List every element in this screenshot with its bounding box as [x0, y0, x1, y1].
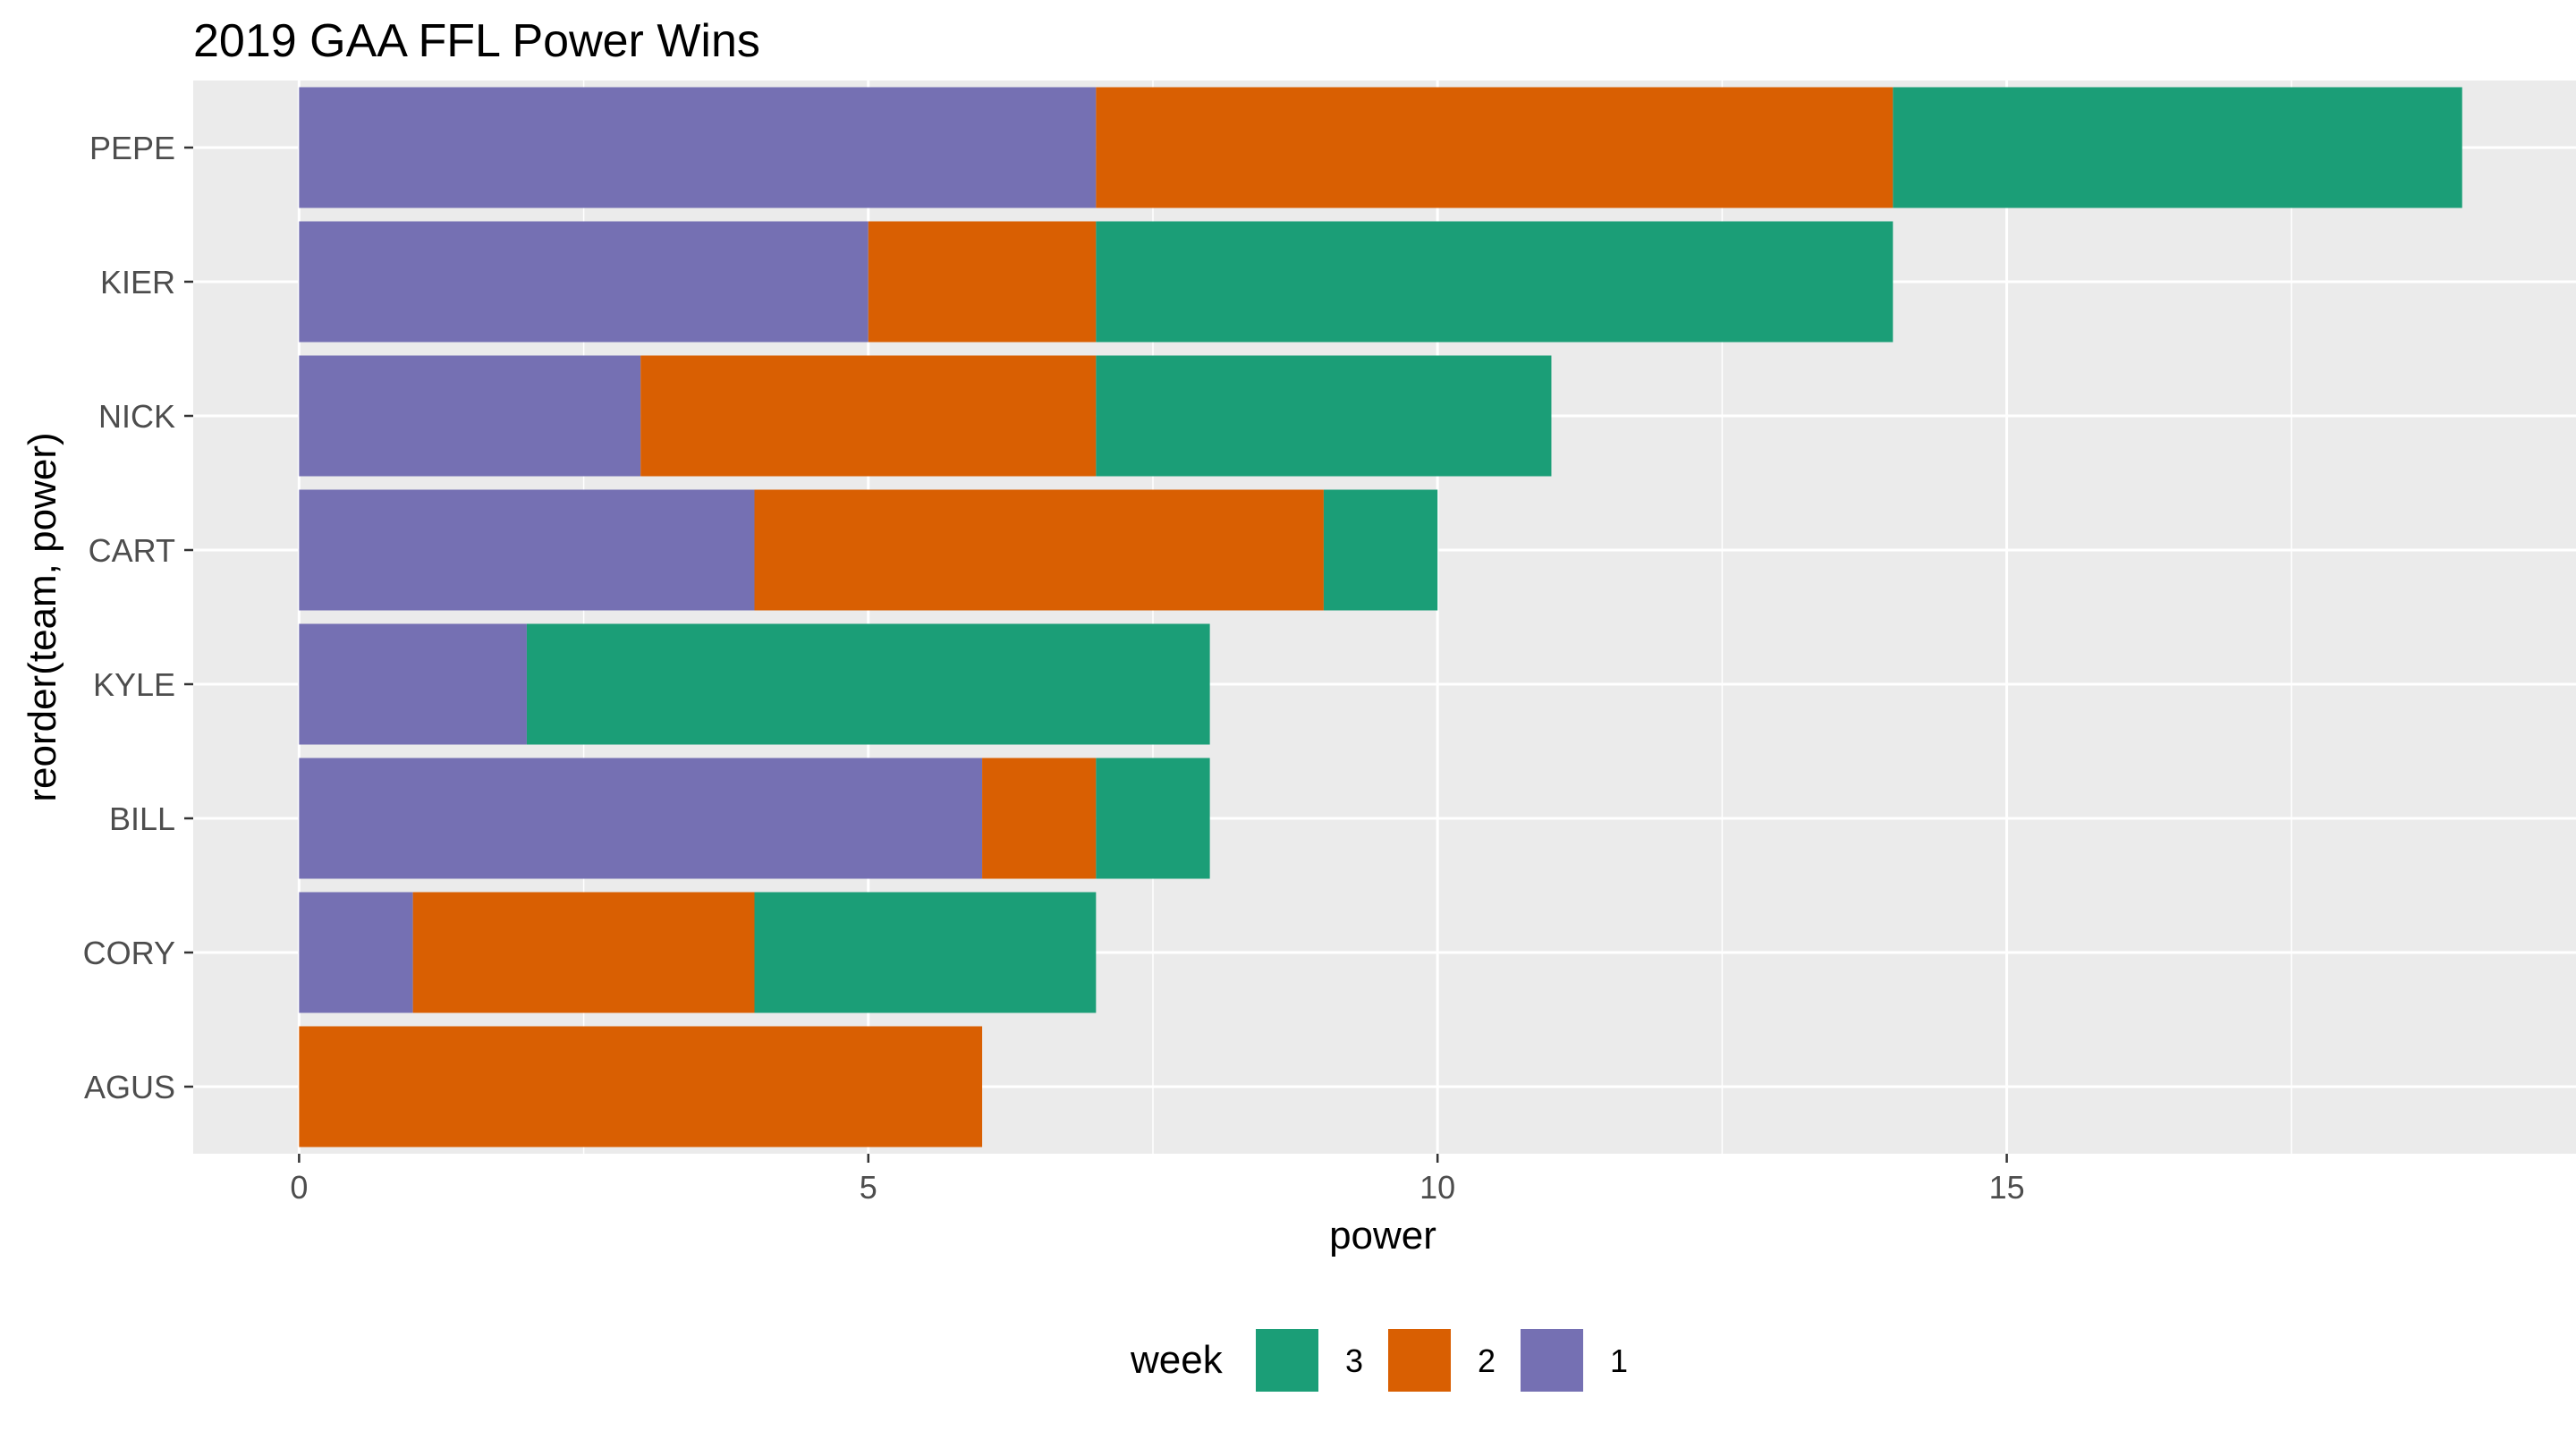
- bar-cart-week-2: [754, 489, 1324, 611]
- bar-bill-week-1: [299, 758, 983, 879]
- x-tick-label: 5: [860, 1169, 877, 1206]
- legend-key-week-2: [1388, 1329, 1451, 1392]
- x-axis: 0 5 10 15: [290, 1154, 2025, 1206]
- bar-kier-week-1: [299, 221, 869, 343]
- y-tick-label: PEPE: [89, 130, 175, 166]
- legend-label-week-2: 2: [1478, 1342, 1496, 1379]
- y-tick-label: CORY: [83, 935, 175, 971]
- bar-cory-week-1: [299, 892, 413, 1013]
- y-tick-label: BILL: [109, 800, 175, 837]
- bar-pepe-week-3: [1893, 87, 2462, 208]
- bar-agus-week-2: [299, 1026, 983, 1147]
- bar-pepe-week-1: [299, 87, 1097, 208]
- legend-key-week-1: [1521, 1329, 1583, 1392]
- y-tick-label: AGUS: [84, 1069, 175, 1105]
- bar-bill-week-3: [1096, 758, 1210, 879]
- legend-label-week-1: 1: [1610, 1342, 1628, 1379]
- bar-nick-week-1: [299, 355, 641, 477]
- x-tick-label: 10: [1419, 1169, 1455, 1206]
- bar-cart-week-1: [299, 489, 755, 611]
- bar-nick-week-3: [1096, 355, 1552, 477]
- bar-kyle-week-3: [526, 623, 1210, 745]
- bar-kier-week-3: [1096, 221, 1894, 343]
- y-tick-label: KYLE: [93, 666, 175, 703]
- y-axis-title: reorder(team, power): [21, 432, 64, 801]
- x-tick-label: 15: [1989, 1169, 2025, 1206]
- x-tick-label: 0: [290, 1169, 308, 1206]
- legend-label-week-3: 3: [1345, 1342, 1363, 1379]
- bars: [299, 87, 2462, 1147]
- legend: week 3 2 1: [1130, 1329, 1628, 1392]
- chart-title: 2019 GAA FFL Power Wins: [193, 15, 760, 67]
- bar-kier-week-2: [868, 221, 1097, 343]
- bar-kyle-week-1: [299, 623, 527, 745]
- bar-cart-week-3: [1323, 489, 1438, 611]
- bar-bill-week-2: [982, 758, 1097, 879]
- bar-cory-week-2: [412, 892, 755, 1013]
- bar-pepe-week-2: [1096, 87, 1894, 208]
- legend-key-week-3: [1256, 1329, 1318, 1392]
- x-axis-title: power: [1329, 1214, 1436, 1257]
- legend-title: week: [1130, 1338, 1224, 1382]
- y-axis: PEPE KIER NICK CART KYLE BILL CORY AGUS: [83, 130, 193, 1105]
- bar-cory-week-3: [754, 892, 1097, 1013]
- bar-nick-week-2: [640, 355, 1097, 477]
- y-tick-label: KIER: [100, 264, 175, 301]
- legend-items: 3 2 1: [1256, 1329, 1628, 1392]
- y-tick-label: NICK: [98, 398, 175, 435]
- y-tick-label: CART: [89, 532, 175, 569]
